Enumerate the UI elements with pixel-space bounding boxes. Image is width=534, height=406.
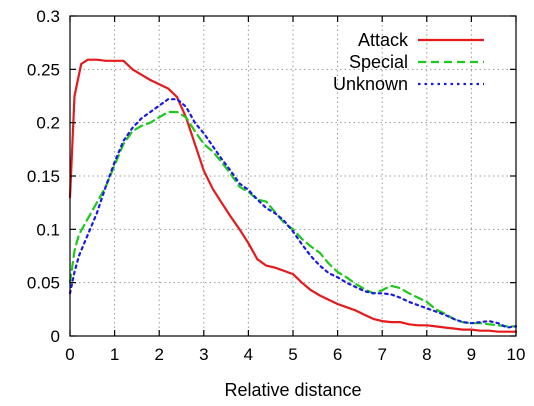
series-line-attack — [68, 58, 518, 333]
x-tick-label: 7 — [377, 345, 386, 364]
y-tick-label: 0.1 — [36, 220, 60, 239]
x-tick-label: 4 — [244, 345, 253, 364]
legend-label-unknown: Unknown — [333, 74, 408, 94]
series-line-unknown — [68, 98, 518, 329]
x-tick-label: 3 — [199, 345, 208, 364]
x-axis-label: Relative distance — [224, 380, 361, 400]
y-tick-label: 0 — [51, 327, 60, 346]
y-tick-labels: 0 0.05 0.1 0.15 0.2 0.25 0.3 — [27, 7, 60, 346]
y-tick-label: 0.3 — [36, 7, 60, 26]
x-tick-label: 6 — [333, 345, 342, 364]
x-tick-label: 9 — [467, 345, 476, 364]
x-tick-labels: 0 1 2 3 4 5 6 7 8 9 10 — [65, 345, 525, 364]
grid-lines — [70, 16, 516, 336]
x-tick-label: 10 — [507, 345, 526, 364]
legend-label-special: Special — [349, 52, 408, 72]
axis-ticks — [69, 15, 517, 337]
y-tick-label: 0.2 — [36, 114, 60, 133]
x-tick-label: 8 — [422, 345, 431, 364]
x-tick-label: 1 — [110, 345, 119, 364]
y-tick-label: 0.15 — [27, 167, 60, 186]
legend-label-attack: Attack — [358, 30, 409, 50]
series-lines — [68, 58, 518, 333]
y-tick-label: 0.05 — [27, 274, 60, 293]
y-tick-label: 0.25 — [27, 60, 60, 79]
x-tick-label: 5 — [288, 345, 297, 364]
x-tick-label: 0 — [65, 345, 74, 364]
x-tick-label: 2 — [154, 345, 163, 364]
